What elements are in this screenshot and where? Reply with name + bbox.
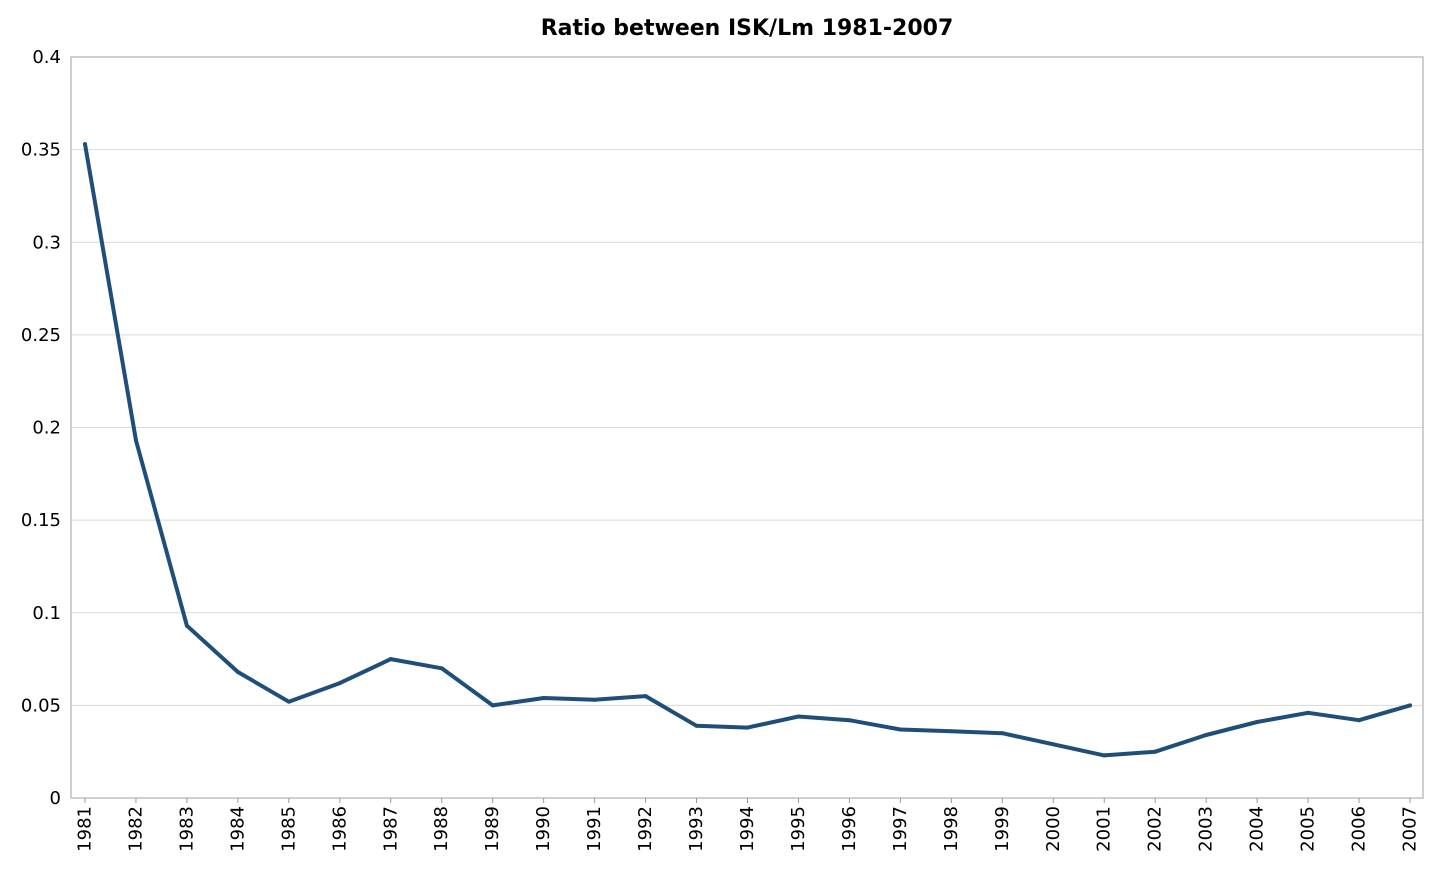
data-point	[439, 666, 444, 671]
y-tick-label: 0	[50, 788, 61, 809]
data-point	[235, 670, 240, 675]
y-tick-label: 0.2	[32, 418, 61, 439]
series-line	[83, 142, 1412, 758]
y-tick-label: 0.4	[32, 47, 61, 68]
x-tick-label: 1984	[227, 806, 248, 852]
data-point	[133, 438, 138, 443]
x-tick-label: 1983	[176, 806, 197, 852]
data-point	[694, 723, 699, 728]
x-tick-label: 2007	[1400, 806, 1421, 852]
y-axis: 0 0.05 0.1 0.15 0.2 0.25 0.3 0.35 0.4	[21, 47, 61, 809]
data-point	[541, 695, 546, 700]
data-point	[1000, 731, 1005, 736]
data-point	[1306, 710, 1311, 715]
x-tick-label: 1987	[380, 806, 401, 852]
data-point	[949, 729, 954, 734]
chart-title: Ratio between ISK/Lm 1981-2007	[541, 16, 954, 41]
x-tick-label: 1998	[941, 806, 962, 852]
x-tick-label: 2005	[1298, 806, 1319, 852]
x-tick-label: 2000	[1043, 806, 1064, 852]
data-point	[592, 697, 597, 702]
x-axis: 1981 1982 1983 1984 1985 1986 1987 1988 1989 1990…	[75, 798, 1421, 852]
data-point	[1102, 753, 1107, 758]
data-point	[337, 681, 342, 686]
grid-lines	[71, 149, 1423, 706]
data-point	[1204, 733, 1209, 738]
data-point	[745, 725, 750, 730]
x-tick-label: 1981	[75, 806, 96, 852]
x-tick-label: 1982	[125, 806, 146, 852]
data-point	[1357, 718, 1362, 723]
x-tick-label: 1990	[533, 806, 554, 852]
x-tick-label: 1992	[635, 806, 656, 852]
data-point	[286, 699, 291, 704]
x-tick-label: 2003	[1196, 806, 1217, 852]
x-tick-label: 2006	[1349, 806, 1370, 852]
y-tick-label: 0.1	[32, 603, 61, 624]
data-point	[83, 142, 87, 147]
series-layer	[83, 142, 1412, 758]
data-point	[1153, 749, 1158, 754]
x-tick-label: 1991	[584, 806, 605, 852]
x-tick-label: 2001	[1094, 806, 1115, 852]
x-tick-label: 1995	[788, 806, 809, 852]
x-tick-label: 1988	[431, 806, 452, 852]
y-tick-label: 0.3	[32, 232, 61, 253]
data-point	[643, 694, 648, 699]
data-point	[1051, 742, 1056, 747]
y-tick-label: 0.15	[21, 510, 61, 531]
x-tick-label: 1997	[890, 806, 911, 852]
x-tick-label: 1989	[482, 806, 503, 852]
data-point	[490, 703, 495, 708]
x-tick-label: 1996	[839, 806, 860, 852]
x-tick-label: 1999	[992, 806, 1013, 852]
x-tick-label: 2002	[1145, 806, 1166, 852]
data-point	[898, 727, 903, 732]
y-tick-label: 0.35	[21, 140, 61, 161]
x-tick-label: 1994	[737, 806, 758, 852]
data-point	[184, 623, 189, 628]
x-tick-label: 2004	[1247, 806, 1268, 852]
data-point	[1255, 720, 1260, 725]
x-tick-label: 1985	[278, 806, 299, 852]
y-tick-label: 0.25	[21, 325, 61, 346]
data-point	[1408, 703, 1412, 708]
data-point	[847, 718, 852, 723]
x-tick-label: 1993	[686, 806, 707, 852]
y-tick-label: 0.05	[21, 695, 61, 716]
x-tick-label: 1986	[329, 806, 350, 852]
data-point	[796, 714, 801, 719]
data-point	[388, 657, 393, 662]
